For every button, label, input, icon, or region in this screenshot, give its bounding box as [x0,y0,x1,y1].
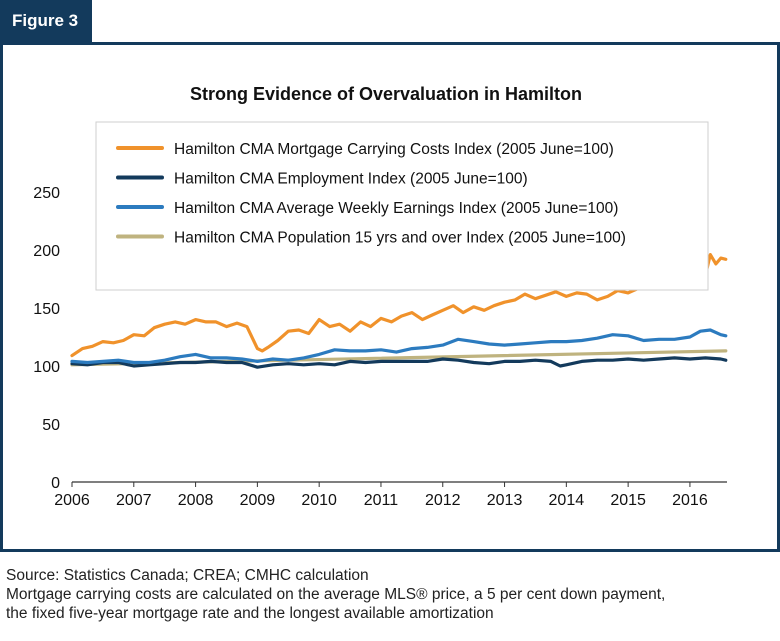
x-tick-label: 2013 [487,492,523,509]
x-tick-label: 2014 [549,492,585,509]
footer: Source: Statistics Canada; CREA; CMHC ca… [6,566,776,623]
axes: 0 50 100 150 200 250 2006 2007 2008 2009 2010 2011 2… [33,185,727,509]
x-tick-label: 2007 [116,492,152,509]
y-tick-label: 100 [33,359,60,376]
x-tick-label: 2010 [301,492,337,509]
x-tick-label: 2015 [610,492,646,509]
x-tick-label: 2016 [672,492,708,509]
legend-label: Hamilton CMA Population 15 yrs and over … [174,230,626,247]
series-lines [70,253,728,369]
x-tick-label: 2006 [54,492,90,509]
x-tick-label: 2009 [240,492,276,509]
legend: Hamilton CMA Mortgage Carrying Costs Ind… [95,121,709,291]
y-tick-label: 150 [33,301,60,318]
chart-title: Strong Evidence of Overvaluation in Hami… [190,84,582,104]
legend-box [95,121,709,291]
legend-label: Hamilton CMA Mortgage Carrying Costs Ind… [174,141,614,158]
y-tick-label: 250 [33,185,60,202]
legend-label: Hamilton CMA Employment Index (2005 June… [174,171,528,188]
x-tick-label: 2008 [178,492,214,509]
figure-label: Figure 3 [0,0,92,42]
source-note: Source: Statistics Canada; CREA; CMHC ca… [6,567,369,584]
x-tick-label: 2011 [364,492,399,509]
series-line-3 [70,328,728,365]
y-tick-label: 200 [33,243,60,260]
line-chart: Strong Evidence of Overvaluation in Hami… [33,84,728,509]
y-tick-label: 50 [42,417,60,434]
methodology-note-line-2: the fixed five-year mortgage rate and th… [6,605,494,622]
y-tick-label: 0 [51,475,60,492]
x-tick-label: 2012 [425,492,461,509]
series-line-2 [70,356,728,369]
methodology-note-line-1: Mortgage carrying costs are calculated o… [6,586,666,603]
legend-label: Hamilton CMA Average Weekly Earnings Ind… [174,200,618,217]
